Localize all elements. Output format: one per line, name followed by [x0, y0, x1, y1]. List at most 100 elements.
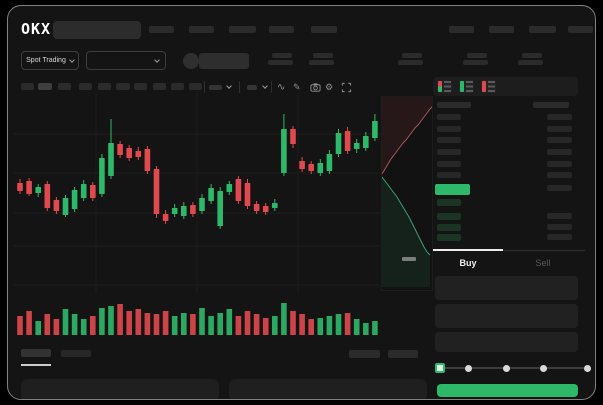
candle-body — [144, 149, 151, 171]
ask-row-amount[interactable] — [547, 161, 572, 167]
bid-row-amount[interactable] — [547, 213, 572, 219]
search-input[interactable] — [53, 21, 141, 39]
nav-item[interactable] — [149, 26, 174, 33]
pair-action-button[interactable] — [199, 53, 249, 69]
draw-icon[interactable]: ✎ — [293, 82, 301, 92]
slider-stop[interactable] — [503, 365, 510, 372]
bid-row-price[interactable] — [437, 199, 461, 206]
price-chart[interactable] — [14, 93, 380, 341]
avatar[interactable] — [183, 53, 199, 69]
toolbar-divider — [239, 81, 240, 93]
slider-handle[interactable] — [435, 363, 445, 373]
candle-body — [181, 206, 187, 216]
bottom-tab-underline — [21, 364, 51, 366]
interval-button[interactable] — [134, 83, 147, 90]
nav-item[interactable] — [229, 26, 256, 33]
ask-row-price[interactable] — [437, 172, 461, 178]
wave-icon[interactable]: ∿ — [277, 82, 286, 93]
amount-field[interactable] — [435, 304, 578, 328]
nav-item[interactable] — [189, 26, 214, 33]
bid-row-price[interactable] — [437, 234, 461, 241]
nav-item[interactable] — [449, 26, 474, 33]
volume-bar — [344, 313, 351, 335]
candle-body — [272, 203, 278, 208]
nav-item[interactable] — [269, 26, 294, 33]
ask-row-price[interactable] — [437, 126, 461, 132]
fullscreen-icon[interactable] — [341, 82, 352, 93]
price-field[interactable] — [435, 276, 578, 300]
ask-row-amount[interactable] — [547, 172, 572, 178]
tab-buy-label: Buy — [459, 258, 477, 268]
pair-selector[interactable] — [86, 51, 166, 70]
depth-chart[interactable] — [381, 96, 433, 291]
bid-row-amount[interactable] — [547, 234, 572, 240]
interval-button[interactable] — [98, 83, 111, 90]
range-button[interactable] — [349, 350, 380, 358]
volume-bar — [299, 314, 305, 335]
indicator-icon[interactable] — [247, 85, 257, 90]
ask-row-amount[interactable] — [547, 137, 572, 143]
total-field[interactable] — [435, 332, 578, 352]
ticker-stat — [272, 53, 292, 58]
ask-row-price[interactable] — [437, 149, 461, 155]
bid-row-amount[interactable] — [547, 224, 572, 230]
bottom-tab[interactable] — [61, 350, 91, 357]
volume-bar — [126, 311, 132, 335]
book-asks-icon[interactable] — [481, 80, 496, 93]
okx-logo[interactable]: OKX — [21, 20, 52, 38]
candle-body — [135, 151, 142, 157]
nav-item[interactable] — [311, 26, 337, 33]
slider-stop[interactable] — [465, 365, 472, 372]
tab-sell[interactable]: Sell — [503, 251, 583, 273]
interval-button[interactable] — [116, 83, 130, 90]
nav-item[interactable] — [568, 26, 593, 33]
interval-button[interactable] — [79, 83, 92, 90]
last-price-badge[interactable] — [435, 184, 470, 195]
slider-stop[interactable] — [584, 365, 591, 372]
tab-buy[interactable]: Buy — [433, 251, 503, 273]
settings-icon[interactable]: ⚙ — [325, 82, 334, 92]
ask-row-amount[interactable] — [547, 149, 572, 155]
interval-button[interactable] — [58, 83, 71, 90]
range-button[interactable] — [388, 350, 418, 358]
bid-row-price[interactable] — [437, 213, 461, 220]
volume-bar — [181, 313, 187, 335]
nav-item[interactable] — [489, 26, 514, 33]
bid-row-price[interactable] — [437, 224, 461, 231]
bottom-tab-active[interactable] — [21, 349, 51, 357]
book-combined-icon[interactable] — [437, 80, 452, 93]
interval-button[interactable] — [171, 83, 184, 90]
nav-item[interactable] — [529, 26, 556, 33]
interval-button[interactable] — [189, 83, 202, 90]
volume-bar — [353, 319, 360, 335]
volume-bar — [190, 314, 196, 335]
ask-row-price[interactable] — [437, 137, 461, 143]
interval-button[interactable] — [153, 83, 166, 90]
camera-icon[interactable] — [310, 82, 321, 93]
interval-button[interactable] — [21, 83, 34, 90]
candle-body — [108, 143, 114, 176]
candle-body — [317, 163, 324, 173]
ticker-stat — [522, 53, 542, 58]
ask-row-price[interactable] — [437, 161, 461, 167]
candle-body — [117, 144, 123, 155]
chevron-down-icon — [154, 56, 160, 63]
ask-row-amount[interactable] — [547, 126, 572, 132]
ticker-stat — [467, 53, 487, 58]
buy-submit-button[interactable] — [437, 384, 578, 397]
market-type-selector[interactable]: Spot Trading — [21, 51, 79, 70]
chevron-down-icon[interactable] — [226, 83, 232, 89]
volume-bar — [272, 316, 278, 335]
volume-bar — [208, 316, 214, 335]
ask-row-price[interactable] — [437, 114, 461, 120]
amount-slider-track[interactable] — [437, 367, 589, 369]
ask-row-amount[interactable] — [547, 114, 572, 120]
book-bids-icon[interactable] — [459, 80, 474, 93]
chevron-down-icon[interactable] — [262, 83, 268, 89]
candle-body — [217, 191, 223, 226]
candle-style-icon[interactable] — [209, 85, 222, 90]
volume-bar — [281, 303, 287, 335]
candle-body — [162, 214, 169, 221]
slider-stop[interactable] — [540, 365, 547, 372]
interval-button-active[interactable] — [38, 83, 52, 90]
